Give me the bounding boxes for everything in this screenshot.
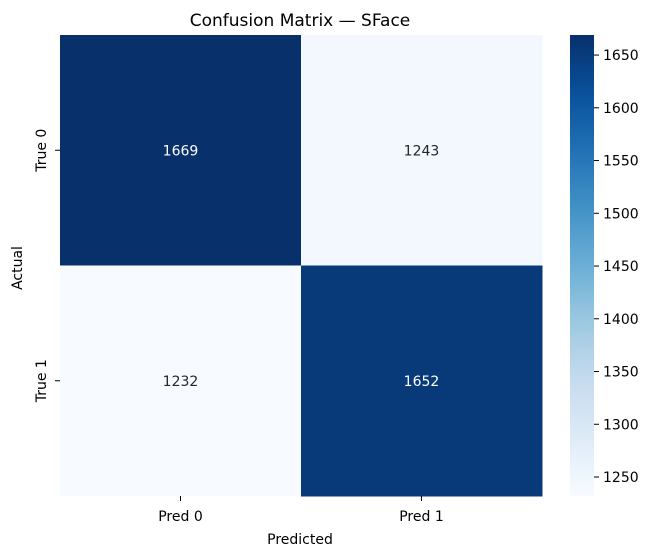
heatmap-cells: 1669 1243 1232 1652	[60, 35, 543, 497]
heatmap-cell	[60, 35, 302, 266]
heatmap-cell	[60, 265, 302, 497]
cell-value-label: 1243	[404, 143, 440, 159]
colorbar-tick-label: 1550	[603, 154, 639, 170]
colorbar-tick-label: 1500	[603, 206, 639, 222]
colorbar-tick-label: 1300	[603, 417, 639, 433]
cell-value-label: 1652	[404, 374, 440, 390]
y-axis-label: Actual	[10, 246, 26, 290]
colorbar-tick-label: 1450	[603, 259, 639, 275]
colorbar-tick-label: 1650	[603, 48, 639, 64]
x-tick-label: Pred 1	[399, 509, 444, 525]
colorbar-tick-label: 1400	[603, 312, 639, 328]
colorbar-tick-label: 1350	[603, 365, 639, 381]
colorbar: 1250 1300 1350 1400 1450 1500 1550 1600 1650	[570, 35, 639, 496]
x-tick-label: Pred 0	[158, 509, 203, 525]
chart-title: Confusion Matrix — SFace	[190, 11, 411, 31]
x-axis-label: Predicted	[267, 532, 333, 548]
colorbar-tick-label: 1250	[603, 470, 639, 486]
colorbar-gradient	[570, 35, 594, 496]
cell-value-label: 1669	[163, 143, 199, 159]
y-tick-label: True 0	[34, 129, 50, 173]
cell-value-label: 1232	[163, 374, 199, 390]
y-tick-label: True 1	[34, 359, 50, 403]
y-axis: True 0 True 1	[34, 129, 60, 403]
heatmap-cell	[301, 265, 543, 497]
heatmap-cell	[301, 35, 543, 266]
colorbar-tick-label: 1600	[603, 101, 639, 117]
x-axis: Pred 0 Pred 1	[158, 496, 444, 525]
